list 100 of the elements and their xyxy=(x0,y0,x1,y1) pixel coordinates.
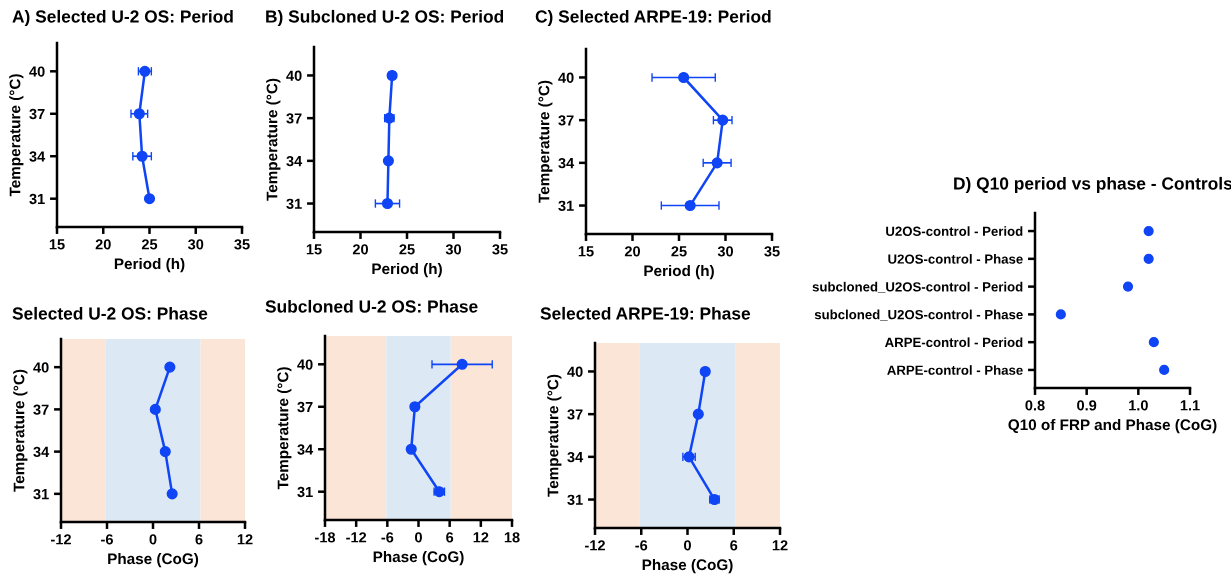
y-tick-label: 34 xyxy=(33,446,50,458)
y-tick-label: U2OS-control - Period xyxy=(886,226,1023,236)
y-tick-label: 40 xyxy=(297,359,313,370)
y-tick-label: 40 xyxy=(33,362,49,373)
y-tick-label: 37 xyxy=(558,115,574,126)
x-tick-label: 0 xyxy=(684,540,691,551)
x-tick-label: 15 xyxy=(578,246,594,257)
chart-title: B) Subcloned U-2 OS: Period xyxy=(266,9,504,27)
point xyxy=(136,150,148,162)
point xyxy=(692,408,704,420)
x-tick-label: -12 xyxy=(585,540,605,551)
point xyxy=(699,365,711,378)
x-axis-title: Phase (CoG) xyxy=(642,558,733,574)
y-tick-label: ARPE-control - Phase xyxy=(887,365,1023,375)
point xyxy=(684,199,696,212)
x-tick-label: 12 xyxy=(772,540,788,551)
point xyxy=(166,488,178,500)
chart-title: Subcloned U-2 OS: Phase xyxy=(265,299,478,313)
point xyxy=(405,443,417,455)
point xyxy=(1055,309,1066,320)
point xyxy=(1159,364,1170,376)
x-tick-label: 25 xyxy=(671,246,687,257)
x-tick-label: 1.1 xyxy=(1180,400,1200,411)
x-axis-title: Period (h) xyxy=(372,262,442,278)
y-tick-label: 37 xyxy=(297,401,313,413)
x-tick-label: 25 xyxy=(141,239,158,250)
x-tick-label: 6 xyxy=(195,534,203,545)
x-tick-label: 12 xyxy=(237,534,253,545)
y-axis-title: Temperature (°C) xyxy=(9,74,24,197)
y-tick-label: 34 xyxy=(29,151,46,162)
x-tick-label: 1.0 xyxy=(1129,400,1148,411)
y-tick-label: 31 xyxy=(33,488,49,500)
x-axis-title: Q10 of FRP and Phase (CoG) xyxy=(1008,418,1217,434)
point xyxy=(711,157,723,169)
y-tick-label: 34 xyxy=(297,444,314,455)
y-tick-label: 37 xyxy=(33,404,49,415)
point xyxy=(678,71,690,84)
y-tick-label: 37 xyxy=(286,113,302,124)
y-axis-title: Temperature (°C) xyxy=(266,78,281,201)
y-tick-label: subcloned_U2OS-control - Period xyxy=(812,281,1023,293)
x-tick-label: 15 xyxy=(49,239,65,250)
x-tick-label: 30 xyxy=(717,246,734,257)
point xyxy=(382,155,394,167)
y-tick-label: 34 xyxy=(567,451,584,463)
y-tick-label: 40 xyxy=(29,66,45,77)
chart-title: C) Selected ARPE-19: Period xyxy=(535,9,771,27)
y-tick-label: U2OS-control - Phase xyxy=(888,254,1023,264)
point xyxy=(717,114,729,126)
point xyxy=(1122,281,1134,292)
x-tick-label: 0.8 xyxy=(1025,400,1045,411)
y-tick-label: 34 xyxy=(558,157,575,169)
x-tick-label: 35 xyxy=(492,244,508,255)
x-axis-title: Phase (CoG) xyxy=(108,552,199,568)
x-tick-label: 20 xyxy=(95,239,111,250)
point xyxy=(1143,253,1154,264)
y-tick-label: 31 xyxy=(297,486,313,498)
x-tick-label: 0 xyxy=(415,532,422,543)
x-tick-label: 20 xyxy=(352,244,369,255)
x-tick-label: 6 xyxy=(730,540,738,551)
y-axis-title: Temperature (°C) xyxy=(277,367,292,490)
x-tick-label: 0.9 xyxy=(1077,400,1097,411)
x-tick-label: -18 xyxy=(315,532,336,543)
x-tick-label: -12 xyxy=(51,534,71,545)
x-tick-label: 25 xyxy=(399,244,415,255)
x-tick-label: -6 xyxy=(381,532,394,543)
x-tick-label: 30 xyxy=(445,244,462,255)
point xyxy=(143,193,156,205)
y-tick-label: subcloned_U2OS-control - Phase xyxy=(814,309,1023,321)
x-axis-title: Period (h) xyxy=(644,264,714,280)
y-tick-label: 40 xyxy=(567,366,583,377)
x-axis-title: Period (h) xyxy=(114,257,185,273)
y-tick-label: 31 xyxy=(286,198,302,209)
y-axis-title: Temperature (°C) xyxy=(538,80,553,203)
y-tick-label: ARPE-control - Period xyxy=(884,337,1023,348)
point xyxy=(1143,225,1154,237)
y-axis-title: Temperature (°C) xyxy=(547,374,562,497)
y-axis-title: Temperature (°C) xyxy=(13,369,28,492)
x-tick-label: 6 xyxy=(446,532,454,543)
point xyxy=(456,358,468,370)
y-tick-label: 40 xyxy=(558,72,574,83)
y-tick-label: 40 xyxy=(286,70,302,81)
y-tick-label: 31 xyxy=(29,193,45,205)
x-tick-label: 20 xyxy=(624,246,641,257)
chart-title: Selected U-2 OS: Phase xyxy=(12,306,208,320)
y-tick-label: 31 xyxy=(567,494,583,505)
x-tick-label: -6 xyxy=(101,534,113,545)
y-tick-label: 34 xyxy=(286,155,303,167)
x-tick-label: 35 xyxy=(764,246,780,257)
y-tick-label: 31 xyxy=(558,200,574,211)
chart-title: Selected ARPE-19: Phase xyxy=(540,306,751,320)
point xyxy=(164,361,176,373)
y-tick-label: 37 xyxy=(29,108,45,120)
x-tick-label: 15 xyxy=(306,244,322,255)
x-tick-label: 35 xyxy=(234,239,250,250)
x-axis-title: Phase (CoG) xyxy=(373,550,464,566)
x-tick-label: 18 xyxy=(504,532,520,543)
point xyxy=(149,403,161,415)
point xyxy=(381,197,394,210)
x-tick-label: 30 xyxy=(187,239,204,250)
y-tick-label: 37 xyxy=(567,409,583,420)
